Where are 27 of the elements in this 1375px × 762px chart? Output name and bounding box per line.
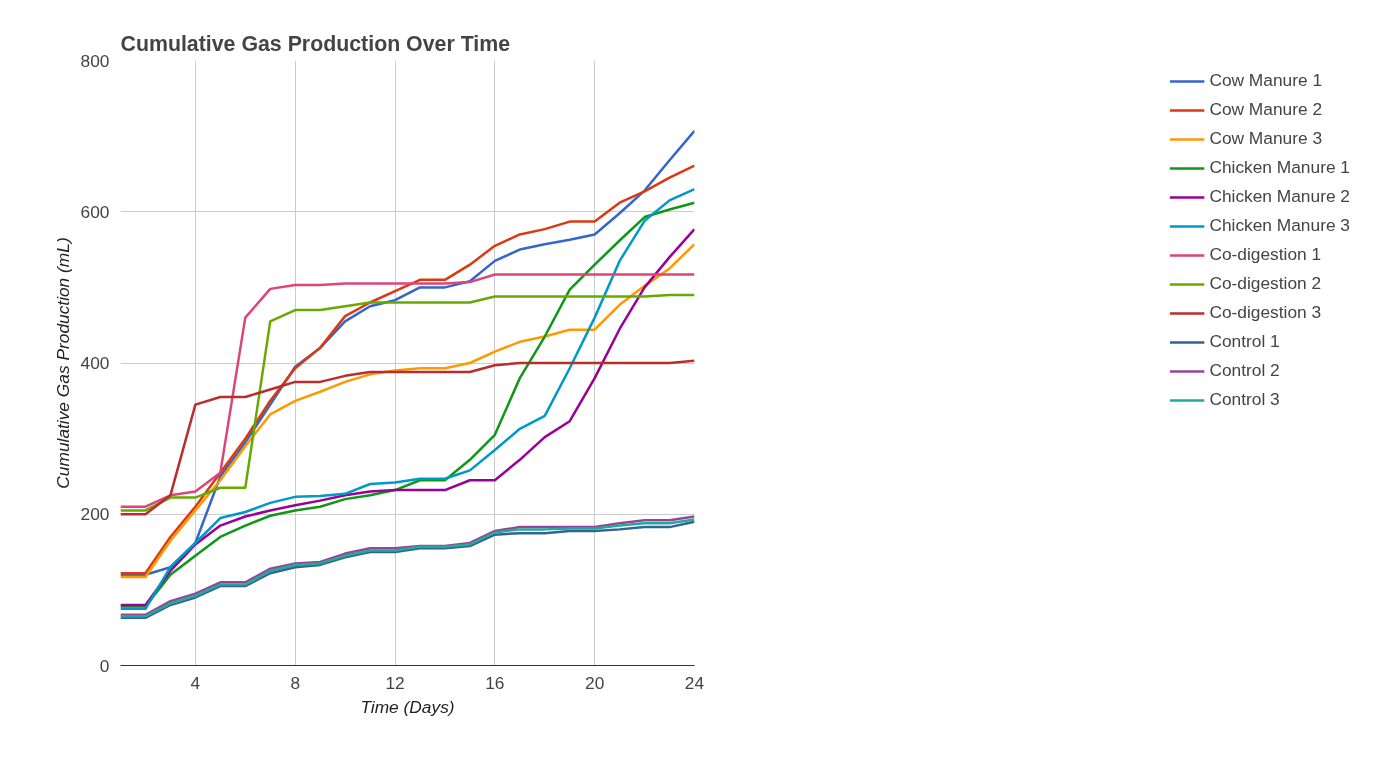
y-tick-label: 400	[80, 353, 110, 373]
x-tick-label: 20	[585, 672, 605, 693]
y-tick-label: 600	[80, 201, 110, 222]
legend-label: Co-digestion 1	[1209, 244, 1322, 265]
x-tick-label: 8	[290, 672, 301, 693]
y-axis-title: Cumulative Gas Production (mL)	[52, 237, 73, 489]
chart-title: Cumulative Gas Production Over Time	[120, 31, 511, 56]
legend-label: Cow Manure 3	[1209, 128, 1323, 149]
x-tick-label: 12	[385, 672, 405, 693]
x-tick-label: 16	[485, 672, 505, 693]
legend-label: Cow Manure 1	[1209, 70, 1323, 91]
legend-label: Co-digestion 2	[1209, 273, 1322, 294]
y-tick-label: 200	[80, 504, 110, 525]
legend-label: Co-digestion 3	[1209, 302, 1322, 323]
legend-label: Chicken Manure 2	[1209, 186, 1350, 207]
x-axis-title: Time (Days)	[360, 696, 455, 717]
y-tick-label: 0	[99, 655, 110, 676]
line-series	[120, 359, 695, 516]
y-tick-label: 800	[80, 50, 110, 71]
legend-label: Control 1	[1209, 331, 1280, 352]
x-tick-label: 4	[190, 672, 201, 693]
legend-label: Chicken Manure 1	[1209, 157, 1350, 178]
legend-label: Cow Manure 2	[1209, 99, 1323, 120]
legend-label: Control 2	[1209, 360, 1280, 381]
x-tick-label: 24	[684, 672, 705, 693]
legend-label: Control 3	[1209, 389, 1280, 410]
legend-label: Chicken Manure 3	[1209, 215, 1350, 236]
